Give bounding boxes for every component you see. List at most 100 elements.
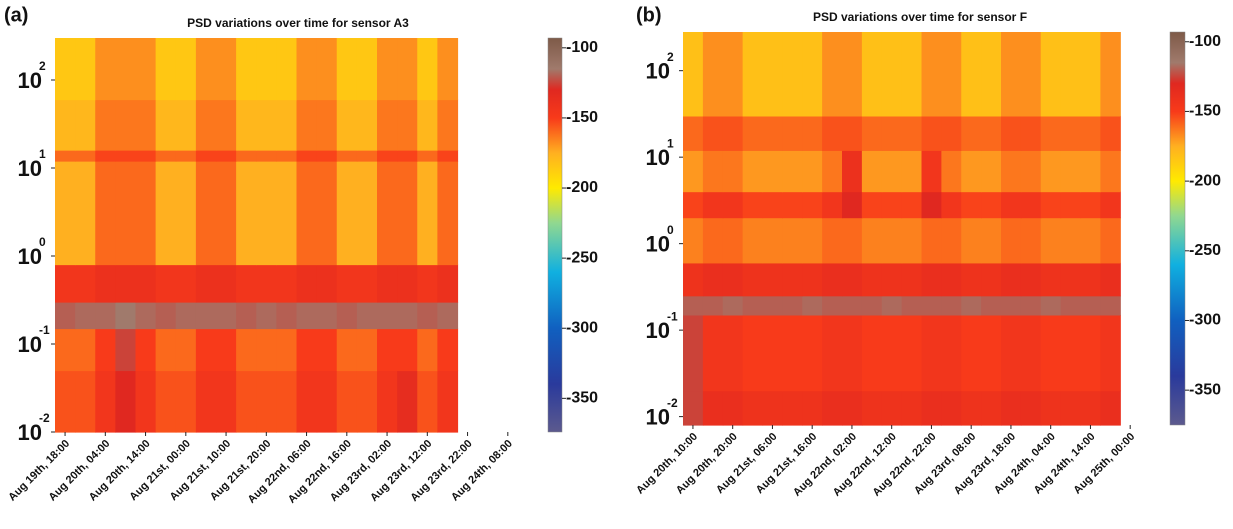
heatmap-cell (922, 116, 942, 151)
heatmap-cell (703, 116, 723, 151)
heatmap-cell (196, 150, 217, 162)
heatmap-cell (437, 265, 458, 303)
heatmap-cell (782, 192, 802, 219)
heatmap-cell (297, 161, 318, 265)
colorbar-tick-label: -350 (566, 390, 598, 407)
heatmap-cell (703, 263, 723, 296)
heatmap-cell (216, 161, 237, 265)
heatmap-cell (882, 296, 902, 316)
heatmap-cell (922, 218, 942, 264)
heatmap-cell (1041, 263, 1061, 296)
heatmap-cell (723, 150, 743, 192)
heatmap-cell (842, 116, 862, 151)
heatmap-cell (842, 263, 862, 296)
heatmap-cell (1081, 116, 1101, 151)
heatmap-cell (357, 329, 378, 372)
heatmap-cell (115, 100, 136, 151)
heatmap-cell (723, 192, 743, 219)
heatmap-cell (882, 218, 902, 264)
heatmap-cell (802, 192, 822, 219)
heatmap-cell (763, 315, 783, 391)
heatmap-cell (1021, 150, 1041, 192)
heatmap-cell (95, 38, 116, 100)
heatmap-cell (397, 150, 418, 162)
heatmap-cell (337, 150, 358, 162)
heatmap-cell (377, 100, 398, 151)
heatmap-cell (297, 38, 318, 100)
heatmap-cell (297, 370, 318, 432)
heatmap-cell (683, 315, 703, 391)
heatmap-cell (1001, 391, 1021, 426)
heatmap-cell (176, 150, 197, 162)
heatmap-cell (176, 265, 197, 303)
heatmap-cell (763, 296, 783, 316)
heatmap-cell (1001, 192, 1021, 219)
heatmap-cell (802, 150, 822, 192)
heatmap-cell (1081, 296, 1101, 316)
heatmap-cell (802, 315, 822, 391)
heatmap-cell (1041, 192, 1061, 219)
heatmap-cell (317, 302, 338, 329)
heatmap-cell (961, 116, 981, 151)
heatmap-cell (115, 329, 136, 372)
heatmap-cell (981, 391, 1001, 426)
heatmap-cell (1021, 218, 1041, 264)
heatmap-cell (1081, 32, 1101, 116)
heatmap-cell (822, 192, 842, 219)
y-tick-exponent: -1 (667, 309, 678, 323)
heatmap-cell (961, 192, 981, 219)
heatmap-cell (822, 116, 842, 151)
heatmap-cell (196, 100, 217, 151)
heatmap-cell (743, 263, 763, 296)
y-tick-exponent: -2 (667, 396, 678, 410)
heatmap-cell (236, 329, 257, 372)
colorbar-tick-label: -200 (566, 179, 598, 196)
heatmap-cell (763, 192, 783, 219)
heatmap-cell (862, 32, 882, 116)
heatmap-cell (822, 391, 842, 426)
heatmap-cell (683, 192, 703, 219)
heatmap-cell (176, 329, 197, 372)
heatmap-cell (357, 38, 378, 100)
heatmap-cell (961, 263, 981, 296)
heatmap-cell (723, 116, 743, 151)
heatmap-cell (763, 32, 783, 116)
heatmap-cell (842, 218, 862, 264)
heatmap-cell (882, 315, 902, 391)
heatmap-cell (822, 218, 842, 264)
y-tick-exponent: 1 (667, 136, 674, 150)
heatmap-cell (683, 116, 703, 151)
heatmap (55, 38, 458, 433)
heatmap-cell (882, 150, 902, 192)
heatmap-cell (1021, 391, 1041, 426)
heatmap-cell (115, 38, 136, 100)
heatmap-cell (822, 263, 842, 296)
heatmap-cell (782, 116, 802, 151)
heatmap-cell (196, 329, 217, 372)
heatmap-cell (723, 391, 743, 426)
heatmap-cell (357, 161, 378, 265)
heatmap-cell (1081, 263, 1101, 296)
heatmap-cell (176, 302, 197, 329)
heatmap-cell (75, 265, 96, 303)
y-tick-exponent: 0 (39, 235, 46, 249)
heatmap-cell (256, 302, 277, 329)
heatmap-cell (317, 100, 338, 151)
heatmap-cell (176, 161, 197, 265)
heatmap-cell (683, 32, 703, 116)
heatmap-cell (1021, 263, 1041, 296)
heatmap-cell (236, 100, 257, 151)
heatmap-cell (256, 370, 277, 432)
heatmap-cell (743, 116, 763, 151)
heatmap-cell (981, 116, 1001, 151)
heatmap (683, 32, 1121, 426)
heatmap-cell (297, 100, 318, 151)
heatmap-cell (95, 329, 116, 372)
heatmap-cell (397, 38, 418, 100)
heatmap-cell (256, 38, 277, 100)
heatmap-cell (55, 329, 76, 372)
heatmap-cell (176, 38, 197, 100)
heatmap-cell (236, 38, 257, 100)
heatmap-cell (1001, 150, 1021, 192)
heatmap-cell (743, 315, 763, 391)
